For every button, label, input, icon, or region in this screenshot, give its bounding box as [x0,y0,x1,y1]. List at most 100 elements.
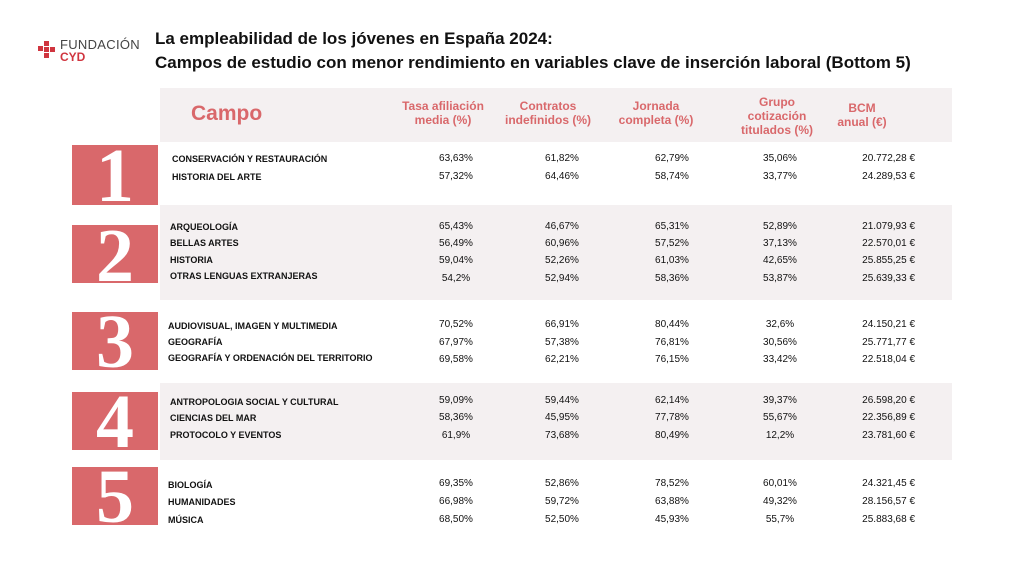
cell-bcm-anual: 25.639,33 € [862,273,915,284]
column-header-bcm-anual: BCM anual (€) [837,101,887,129]
page-subtitle: Campos de estudio con menor rendimiento … [155,53,911,72]
cell-contratos-indefinidos: 52,94% [545,273,579,284]
cell-contratos-indefinidos: 60,96% [545,238,579,249]
cell-contratos-indefinidos: 46,67% [545,221,579,232]
page-title: La empleabilidad de los jóvenes en Españ… [155,29,553,48]
cell-jornada-completa: 76,15% [655,354,689,365]
cell-grupo-cotizacion: 33,77% [763,171,797,182]
rank-number-5: 5 [96,455,134,539]
cell-jornada-completa: 77,78% [655,412,689,423]
cell-tasa-afiliacion: 69,35% [439,478,473,489]
cell-tasa-afiliacion: 67,97% [439,337,473,348]
cell-bcm-anual: 24.321,45 € [862,478,915,489]
cell-grupo-cotizacion: 60,01% [763,478,797,489]
cell-bcm-anual: 21.079,93 € [862,221,915,232]
cell-jornada-completa: 80,49% [655,430,689,441]
row-name: CONSERVACIÓN Y RESTAURACIÓN [172,154,328,164]
cell-grupo-cotizacion: 35,06% [763,153,797,164]
cell-tasa-afiliacion: 59,04% [439,255,473,266]
rank-block-2 [72,225,158,283]
group-band-4 [160,383,952,460]
cell-contratos-indefinidos: 52,26% [545,255,579,266]
cell-grupo-cotizacion: 39,37% [763,395,797,406]
cell-bcm-anual: 26.598,20 € [862,395,915,406]
cell-bcm-anual: 25.855,25 € [862,255,915,266]
cell-contratos-indefinidos: 64,46% [545,171,579,182]
cell-contratos-indefinidos: 61,82% [545,153,579,164]
cell-jornada-completa: 63,88% [655,496,689,507]
cell-tasa-afiliacion: 59,09% [439,395,473,406]
group-band-2 [160,205,952,300]
column-header-jornada-completa: Jornada completa (%) [618,99,694,127]
cell-jornada-completa: 62,14% [655,395,689,406]
cell-contratos-indefinidos: 59,44% [545,395,579,406]
cell-tasa-afiliacion: 70,52% [439,319,473,330]
cell-tasa-afiliacion: 56,49% [439,238,473,249]
cell-bcm-anual: 22.356,89 € [862,412,915,423]
cell-bcm-anual: 20.772,28 € [862,153,915,164]
cell-bcm-anual: 25.771,77 € [862,337,915,348]
cell-tasa-afiliacion: 66,98% [439,496,473,507]
rank-number-3: 3 [96,300,134,384]
rank-block-1 [72,145,158,205]
column-header-grupo-cotizacion: Grupo cotización titulados (%) [741,95,813,137]
cell-grupo-cotizacion: 42,65% [763,255,797,266]
cell-bcm-anual: 25.883,68 € [862,514,915,525]
cell-tasa-afiliacion: 61,9% [441,430,471,441]
row-name: OTRAS LENGUAS EXTRANJERAS [170,271,318,281]
fundacion-cyd-logo: FUNDACIÓN CYD [38,37,148,64]
rank-block-5 [72,467,158,525]
rank-number-2: 2 [96,214,134,298]
row-name: GEOGRAFÍA [168,337,223,347]
cell-grupo-cotizacion: 55,7% [765,514,795,525]
row-name: BELLAS ARTES [170,238,239,248]
cell-jornada-completa: 78,52% [655,478,689,489]
logo-text-cyd: CYD [60,50,86,64]
cell-grupo-cotizacion: 12,2% [765,430,795,441]
column-header-campo: Campo [191,102,263,125]
rank-number-1: 1 [96,134,134,218]
cell-contratos-indefinidos: 57,38% [545,337,579,348]
cell-tasa-afiliacion: 58,36% [439,412,473,423]
column-header-contratos-indefinidos: Contratos indefinidos (%) [505,99,591,127]
row-name: MÚSICA [168,515,204,525]
header-band [160,88,952,142]
cell-bcm-anual: 22.518,04 € [862,354,915,365]
cell-grupo-cotizacion: 55,67% [763,412,797,423]
row-name: HISTORIA [170,255,213,265]
row-name: BIOLOGÍA [168,480,213,490]
cell-contratos-indefinidos: 52,86% [545,478,579,489]
cell-grupo-cotizacion: 32,6% [765,319,795,330]
rank-number-4: 4 [96,380,134,464]
cell-grupo-cotizacion: 30,56% [763,337,797,348]
row-name: HUMANIDADES [168,497,236,507]
row-name: AUDIOVISUAL, IMAGEN Y MULTIMEDIA [168,321,338,331]
cell-tasa-afiliacion: 54,2% [441,273,471,284]
cell-tasa-afiliacion: 68,50% [439,514,473,525]
cell-bcm-anual: 22.570,01 € [862,238,915,249]
column-header-tasa-afiliacion: Tasa afiliación media (%) [402,99,484,127]
cell-jornada-completa: 58,36% [655,273,689,284]
row-name: CIENCIAS DEL MAR [170,413,257,423]
cell-jornada-completa: 45,93% [655,514,689,525]
cell-grupo-cotizacion: 37,13% [763,238,797,249]
cell-bcm-anual: 24.150,21 € [862,319,915,330]
row-name: ARQUEOLOGÍA [170,222,239,232]
cell-grupo-cotizacion: 52,89% [763,221,797,232]
cell-contratos-indefinidos: 52,50% [545,514,579,525]
cell-jornada-completa: 76,81% [655,337,689,348]
rank-block-3 [72,312,158,370]
cell-bcm-anual: 24.289,53 € [862,171,915,182]
row-name: GEOGRAFÍA Y ORDENACIÓN DEL TERRITORIO [168,353,373,363]
cell-tasa-afiliacion: 69,58% [439,354,473,365]
row-name: ANTROPOLOGIA SOCIAL Y CULTURAL [170,397,339,407]
cell-bcm-anual: 23.781,60 € [862,430,915,441]
cell-bcm-anual: 28.156,57 € [862,496,915,507]
cell-jornada-completa: 58,74% [655,171,689,182]
cell-contratos-indefinidos: 66,91% [545,319,579,330]
cell-jornada-completa: 61,03% [655,255,689,266]
cell-jornada-completa: 62,79% [655,153,689,164]
row-name: HISTORIA DEL ARTE [172,172,262,182]
cell-tasa-afiliacion: 65,43% [439,221,473,232]
cell-grupo-cotizacion: 33,42% [763,354,797,365]
